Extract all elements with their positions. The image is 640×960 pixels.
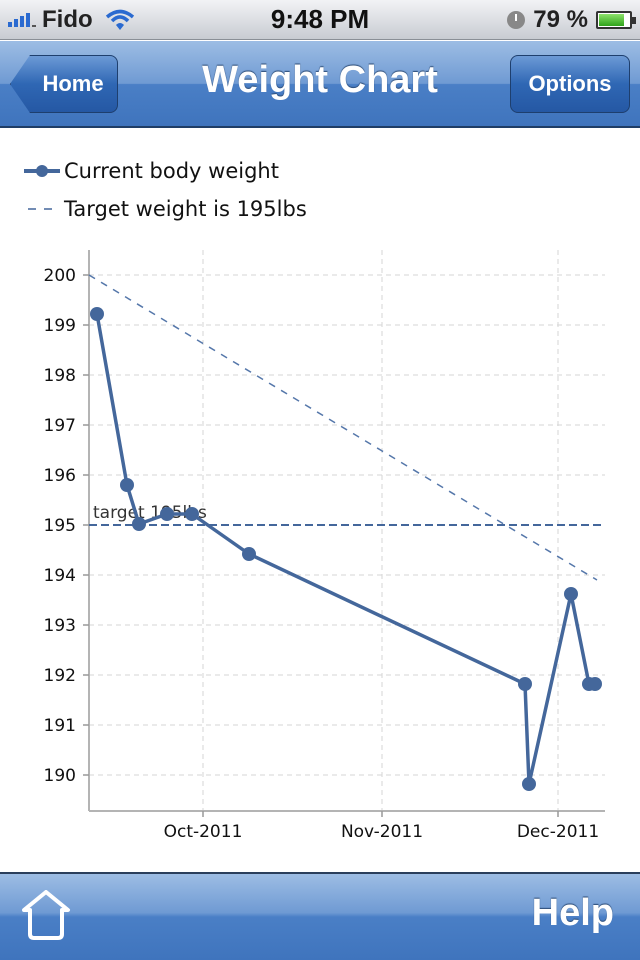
- status-bar: Fido 9:48 PM 79 %: [0, 0, 640, 40]
- svg-text:194: 194: [44, 566, 76, 586]
- bottom-toolbar: Help: [0, 872, 640, 960]
- data-point: [588, 677, 602, 691]
- svg-text:192: 192: [44, 666, 76, 686]
- target-annotation: target 195lbs: [93, 503, 207, 523]
- battery-percent: 79 %: [533, 6, 588, 33]
- wifi-icon: [105, 9, 134, 30]
- data-point: [522, 777, 536, 791]
- y-tick-labels: 200 199 198 197 196 195 194 193 192 191 …: [44, 266, 76, 786]
- weight-line-chart: 200 199 198 197 196 195 194 193 192 191 …: [0, 240, 640, 860]
- clock-icon: [507, 11, 526, 29]
- data-point: [132, 517, 146, 531]
- svg-text:198: 198: [44, 366, 76, 386]
- svg-text:197: 197: [44, 416, 76, 436]
- data-point: [564, 587, 578, 601]
- home-icon[interactable]: [20, 890, 72, 942]
- carrier-name: Fido: [42, 6, 93, 33]
- options-button[interactable]: Options: [510, 55, 630, 113]
- signal-icon: [8, 13, 36, 27]
- solid-line-marker-icon: [24, 165, 60, 177]
- data-point: [120, 478, 134, 492]
- x-tick-labels: Oct-2011 Nov-2011 Dec-2011: [164, 822, 600, 842]
- data-point: [518, 677, 532, 691]
- navigation-bar: Home Weight Chart Options: [0, 41, 640, 128]
- svg-text:200: 200: [44, 266, 76, 286]
- svg-text:199: 199: [44, 316, 76, 336]
- data-point: [160, 507, 174, 521]
- svg-text:190: 190: [44, 766, 76, 786]
- svg-text:Dec-2011: Dec-2011: [517, 822, 599, 842]
- svg-text:195: 195: [44, 516, 76, 536]
- status-time: 9:48 PM: [270, 4, 370, 34]
- svg-text:191: 191: [44, 716, 76, 736]
- svg-text:193: 193: [44, 616, 76, 636]
- svg-text:Nov-2011: Nov-2011: [341, 822, 423, 842]
- chart-legend: Current body weight Target weight is 195…: [24, 152, 307, 228]
- legend-item-target-weight: Target weight is 195lbs: [24, 190, 307, 228]
- target-trend-line: [88, 274, 598, 581]
- legend-label: Target weight is 195lbs: [64, 197, 307, 221]
- weight-data-points: [90, 307, 602, 791]
- dashed-line-icon: [28, 208, 60, 210]
- data-point: [90, 307, 104, 321]
- help-button[interactable]: Help: [531, 892, 614, 934]
- legend-label: Current body weight: [64, 159, 279, 183]
- data-point: [185, 507, 199, 521]
- data-point: [242, 547, 256, 561]
- svg-text:196: 196: [44, 466, 76, 486]
- svg-text:Oct-2011: Oct-2011: [164, 822, 243, 842]
- battery-icon: [596, 11, 636, 29]
- horizontal-gridlines: [89, 274, 605, 776]
- legend-item-current-weight: Current body weight: [24, 152, 307, 190]
- weight-series-line: [95, 313, 595, 786]
- page-title: Weight Chart: [202, 59, 438, 101]
- home-back-button[interactable]: Home: [10, 55, 118, 113]
- vertical-gridlines: [202, 250, 559, 810]
